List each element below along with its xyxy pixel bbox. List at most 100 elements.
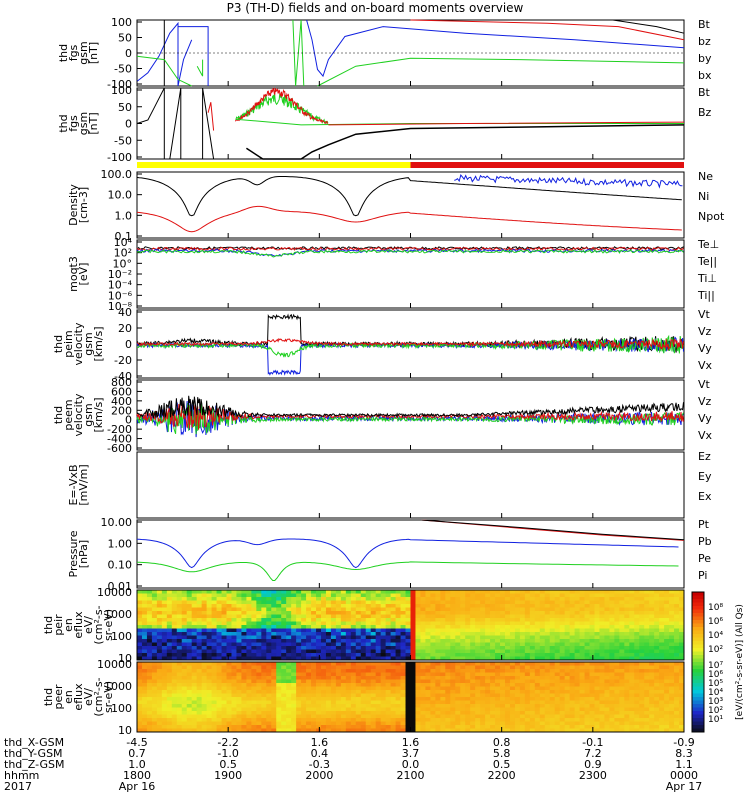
spectrogram-cell: [619, 611, 625, 615]
spectrogram-cell: [514, 693, 521, 698]
spectrogram-cell: [330, 669, 337, 673]
spectrogram-cell: [485, 721, 491, 726]
spectrogram-cell: [400, 621, 406, 626]
spectrogram-cell: [654, 707, 660, 712]
spectrogram-cell: [291, 714, 297, 719]
spectrogram-cell: [594, 707, 600, 712]
spectrogram-cell: [370, 697, 377, 701]
spectrogram-cell: [569, 721, 575, 726]
spectrogram-cell: [226, 683, 232, 687]
spectrogram-cell: [191, 611, 198, 615]
spectrogram-cell: [579, 704, 585, 708]
spectrogram-cell: [256, 604, 262, 608]
spectrogram-cell: [380, 725, 387, 729]
spectrogram-cell: [390, 676, 396, 680]
spectrogram-cell: [624, 653, 630, 657]
spectrogram-cell: [465, 649, 471, 654]
spectrogram-cell: [604, 618, 610, 622]
spectrogram-cell: [549, 676, 556, 680]
spectrogram-cell: [619, 665, 625, 670]
spectrogram-cell: [455, 704, 461, 708]
spectrogram-cell: [246, 656, 252, 661]
spectrogram-cell: [350, 714, 357, 719]
spectrogram-cell: [480, 635, 486, 640]
y-tick-label: 10⁴: [114, 236, 133, 249]
spectrogram-cell: [206, 590, 212, 594]
spectrogram-cell: [634, 653, 640, 657]
spectrogram-cell: [420, 590, 426, 594]
spectrogram-cell: [385, 618, 392, 622]
spectrogram-cell: [554, 590, 561, 594]
spectrogram-cell: [385, 607, 392, 612]
spectrogram-cell: [380, 621, 387, 626]
spectrogram-cell: [345, 704, 352, 708]
spectrogram-cell: [589, 593, 595, 598]
spectrogram-cell: [291, 632, 297, 636]
spectrogram-cell: [569, 697, 575, 701]
spectrogram-cell: [291, 604, 297, 608]
spectrogram-cell: [231, 607, 237, 612]
spectrogram-cell: [206, 628, 212, 633]
spectrogram-cell: [186, 614, 193, 619]
spectrogram-cell: [524, 611, 531, 615]
spectrogram-cell: [181, 683, 188, 687]
spectrogram-cell: [544, 662, 551, 666]
spectrogram-cell: [470, 646, 476, 650]
spectrogram-cell: [475, 686, 481, 691]
spectrogram-cell: [639, 597, 645, 601]
spectrogram-cell: [470, 679, 476, 684]
spectrogram-cell: [156, 728, 163, 733]
spectrogram-cell: [291, 672, 297, 677]
spectrogram-cell: [216, 632, 222, 636]
spectrogram-cell: [400, 649, 406, 654]
spectrogram-cell: [450, 646, 456, 650]
spectrogram-cell: [465, 625, 471, 629]
spectrogram-cell: [231, 628, 237, 633]
spectrogram-cell: [261, 669, 267, 673]
spectrogram-cell: [569, 679, 575, 684]
spectrogram-cell: [191, 656, 198, 661]
spectrogram-cell: [276, 590, 282, 594]
spectrogram-cell: [564, 614, 571, 619]
spectrogram-cell: [604, 600, 610, 605]
spectrogram-cell: [206, 714, 212, 719]
spectrogram-cell: [569, 611, 575, 615]
spectrogram-cell: [480, 704, 486, 708]
spectrogram-cell: [350, 669, 357, 673]
spectrogram-cell: [410, 690, 416, 694]
spectrogram-cell: [480, 593, 486, 598]
spectrogram-cell: [330, 600, 337, 605]
spectrogram-cell: [365, 590, 372, 594]
spectrogram-cell: [221, 718, 227, 722]
spectrogram-cell: [604, 718, 610, 722]
spectrogram-cell: [490, 711, 496, 715]
spectrogram-cell: [266, 600, 272, 605]
spectrogram-cell: [519, 639, 526, 643]
spectrogram-cell: [241, 676, 247, 680]
spectrogram-cell: [564, 607, 571, 612]
spectrogram-cell: [330, 711, 337, 715]
spectrogram-cell: [176, 728, 183, 733]
spectrogram-cell: [390, 656, 396, 661]
spectrogram-cell: [365, 653, 372, 657]
spectrogram-cell: [669, 704, 675, 708]
spectrogram-cell: [141, 600, 148, 605]
spectrogram-cell: [395, 700, 401, 705]
spectrogram-cell: [629, 697, 635, 701]
spectrogram-cell: [251, 632, 257, 636]
spectrogram-cell: [425, 721, 431, 726]
spectrogram-cell: [221, 628, 227, 633]
spectrogram-cell: [226, 679, 232, 684]
spectrogram-cell: [654, 614, 660, 619]
spectrogram-cell: [375, 590, 382, 594]
spectrogram-cell: [281, 676, 287, 680]
spectrogram-cell: [634, 662, 640, 666]
spectrogram-cell: [529, 707, 536, 712]
spectrogram-cell: [629, 597, 635, 601]
spectrogram-cell: [246, 662, 252, 666]
spectrogram-cell: [365, 625, 372, 629]
spectrogram-cell: [146, 600, 153, 605]
spectrogram-cell: [509, 632, 516, 636]
spectrogram-cell: [649, 635, 655, 640]
